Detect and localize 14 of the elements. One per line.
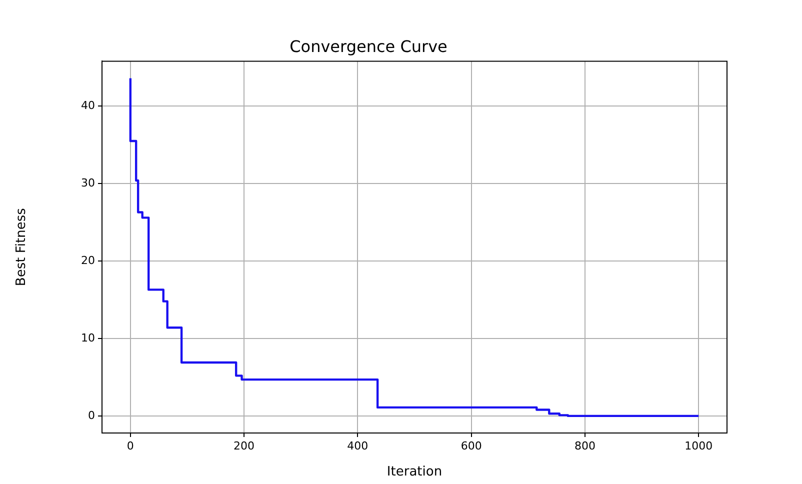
y-axis-title: Best Fitness bbox=[14, 208, 30, 286]
x-tick-label: 400 bbox=[347, 439, 368, 452]
y-tick-label: 0 bbox=[88, 408, 95, 422]
y-tick-label: 20 bbox=[81, 254, 95, 267]
y-tick-label: 10 bbox=[81, 331, 95, 344]
y-tick-label: 40 bbox=[81, 98, 95, 112]
chart-title: Convergence Curve bbox=[290, 36, 448, 56]
x-axis-title: Iteration bbox=[386, 464, 442, 480]
x-tick-label: 200 bbox=[234, 439, 255, 452]
x-tick-label: 600 bbox=[460, 439, 482, 452]
x-tick-label: 0 bbox=[126, 439, 134, 452]
y-tick-label: 30 bbox=[81, 176, 95, 190]
x-tick-label: 800 bbox=[574, 439, 596, 452]
x-tick-label: 1000 bbox=[684, 439, 713, 452]
